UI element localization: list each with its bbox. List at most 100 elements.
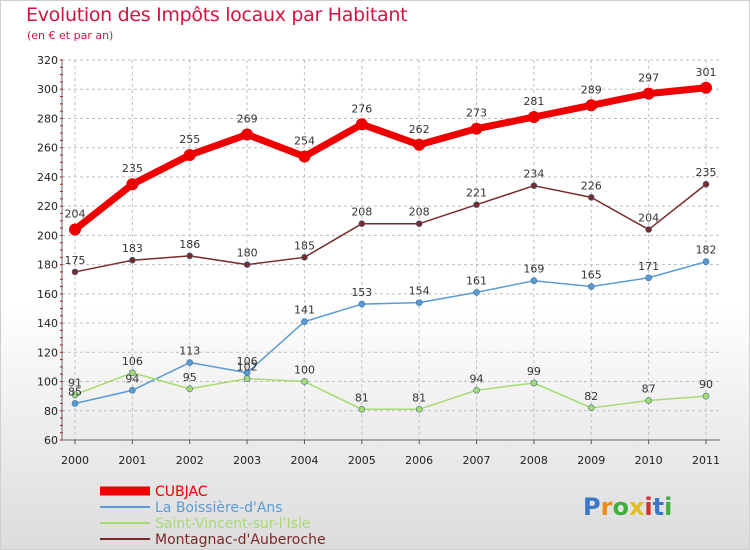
data-label: 102 [237, 361, 258, 374]
series-lines [69, 81, 712, 413]
y-tick-label: 240 [37, 171, 58, 184]
data-label: 180 [237, 247, 258, 260]
y-tick-label: 120 [37, 346, 58, 359]
data-point [530, 379, 538, 387]
logo-letter: i [644, 493, 652, 521]
data-point [129, 256, 136, 264]
data-point [415, 406, 423, 413]
series-line [74, 260, 707, 405]
logo-letter: o [612, 493, 629, 521]
y-tick-label: 160 [37, 288, 58, 301]
data-label: 90 [699, 378, 713, 391]
data-label: 99 [527, 365, 541, 378]
x-tick-label: 2006 [405, 454, 433, 467]
data-point [530, 182, 538, 189]
data-point [358, 300, 366, 308]
y-tick-label: 220 [37, 200, 58, 213]
data-point [473, 201, 480, 208]
data-point [71, 268, 79, 276]
x-tick-label: 2009 [577, 454, 605, 467]
legend-label: Saint-Vincent-sur-l'Isle [155, 516, 310, 532]
data-label: 204 [65, 208, 86, 221]
data-label: 208 [351, 206, 372, 219]
data-label: 281 [523, 95, 544, 108]
data-label: 208 [409, 206, 430, 219]
legend-label: CUBJAC [155, 484, 208, 500]
data-label: 235 [122, 162, 143, 175]
y-tick-label: 140 [37, 317, 58, 330]
data-point [241, 128, 254, 141]
x-tick-label: 2002 [176, 454, 204, 467]
logo-letter: r [601, 493, 613, 521]
data-point [126, 178, 139, 191]
data-label: 106 [237, 355, 258, 368]
y-tick-label: 180 [37, 259, 58, 272]
legend-label: Montagnac-d'Auberoche [155, 532, 326, 548]
data-point [473, 387, 480, 394]
data-point [301, 254, 308, 261]
data-point [129, 387, 136, 394]
data-point [69, 223, 81, 236]
data-label: 161 [466, 274, 487, 287]
y-tick-label: 100 [37, 376, 58, 389]
x-tick-label: 2004 [290, 454, 318, 467]
logo-letter: P [583, 493, 601, 521]
data-point [587, 404, 595, 412]
data-label: 153 [351, 286, 372, 299]
data-point [645, 226, 652, 233]
y-tick-label: 320 [37, 54, 58, 67]
data-point [702, 392, 710, 400]
data-point [186, 385, 194, 393]
series-line [74, 183, 707, 273]
legend-label: La Boissière-d'Ans [155, 500, 283, 516]
data-label: 234 [523, 168, 544, 181]
data-label: 113 [179, 345, 200, 358]
data-point [587, 194, 595, 201]
data-label: 289 [581, 83, 602, 96]
y-tick-label: 300 [37, 83, 58, 96]
data-point [186, 359, 194, 366]
data-point [702, 258, 710, 265]
data-point [71, 391, 79, 398]
data-point [470, 122, 483, 135]
data-point [702, 180, 710, 188]
data-point [129, 369, 136, 377]
logo-text: Proxiti [583, 493, 672, 521]
data-label: 141 [294, 304, 315, 317]
data-label: 276 [351, 102, 372, 115]
logo-letter: i [664, 493, 672, 521]
data-label: 94 [125, 372, 139, 385]
data-point [645, 397, 652, 404]
data-label: 94 [470, 372, 484, 385]
x-tick-label: 2000 [61, 454, 89, 467]
data-label: 82 [584, 390, 598, 403]
data-point [243, 261, 251, 268]
data-point [358, 406, 366, 413]
data-label: 85 [68, 385, 82, 398]
data-labels: 204 235 255 269 254 276 262 273 281 289 297 301 85 94… [65, 66, 717, 405]
y-tick-label: 260 [37, 142, 58, 155]
data-label: 235 [696, 166, 717, 179]
data-point [71, 400, 79, 407]
x-tick-label: 2010 [635, 454, 663, 467]
data-point [186, 252, 194, 260]
data-point [645, 274, 652, 282]
series-line [72, 84, 707, 233]
x-tick-label: 2007 [463, 454, 491, 467]
data-point [700, 81, 712, 94]
data-label: 154 [409, 285, 430, 298]
data-label: 185 [294, 239, 315, 252]
x-tick-label: 2008 [520, 454, 548, 467]
data-point [415, 299, 423, 306]
data-label: 183 [122, 242, 143, 255]
data-point [527, 111, 540, 123]
data-point [530, 277, 538, 284]
axes: 60 80 100 120 140 160 180 200 220 240 260 280 300 320… [37, 54, 720, 467]
data-label: 204 [638, 212, 659, 225]
data-label: 87 [642, 383, 656, 396]
data-label: 221 [466, 187, 487, 200]
data-label: 165 [581, 269, 602, 282]
y-tick-label: 280 [37, 112, 58, 125]
